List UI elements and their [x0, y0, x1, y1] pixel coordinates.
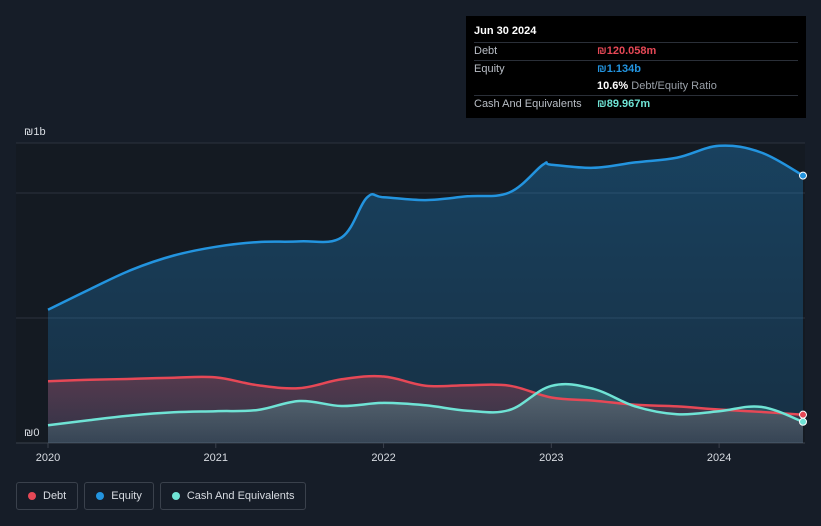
x-tick-label-2024: 2024 [707, 452, 731, 464]
tooltip-ratio-value: 10.6% [597, 80, 629, 92]
legend-item-equity[interactable]: Equity [84, 482, 154, 510]
tooltip-ratio-label: Debt/Equity Ratio [631, 80, 717, 92]
cash-line [47, 382, 804, 427]
tooltip-cash-label: Cash And Equivalents [474, 98, 582, 110]
legend-equity-label: Equity [111, 490, 142, 502]
legend-debt-label: Debt [43, 490, 67, 502]
tooltip-equity-label: Equity [474, 63, 505, 75]
x-tick-label-2021: 2021 [204, 452, 228, 464]
tooltip-cash-value: ₪89.967m [597, 98, 651, 110]
tooltip-debt-label: Debt [474, 45, 498, 57]
tooltip-date: Jun 30 2024 [474, 25, 537, 37]
equity-area [48, 145, 803, 443]
tooltip-equity-value: ₪1.134b [597, 63, 641, 75]
tooltip-debt-value: ₪120.058m [597, 45, 657, 57]
x-tick-label-2022: 2022 [371, 452, 395, 464]
legend-cash-label: Cash And Equivalents [186, 490, 295, 502]
x-tick-label-2020: 2020 [36, 452, 60, 464]
legend-item-cash[interactable]: Cash And Equivalents [159, 482, 307, 510]
y-tick-label-₪0: ₪0 [24, 427, 39, 439]
equity-dot-icon [96, 492, 105, 500]
y-tick-label-₪1b: ₪1b [24, 126, 46, 138]
tooltip-panel: Jun 30 2024 Debt ₪120.058m Equity ₪1.134… [466, 16, 806, 118]
cash-dot-icon [171, 492, 180, 500]
debt-dot-icon [28, 492, 36, 500]
debt-line [47, 374, 804, 416]
cash-end-marker [799, 417, 807, 426]
debt-end-marker [799, 410, 807, 419]
equity-end-marker [799, 171, 807, 180]
chart-legend: Debt Equity Cash And Equivalents [16, 482, 307, 510]
x-tick-label-2023: 2023 [539, 452, 563, 464]
legend-item-debt[interactable]: Debt [16, 482, 79, 510]
equity-line [47, 144, 804, 311]
cash-area [48, 384, 803, 443]
